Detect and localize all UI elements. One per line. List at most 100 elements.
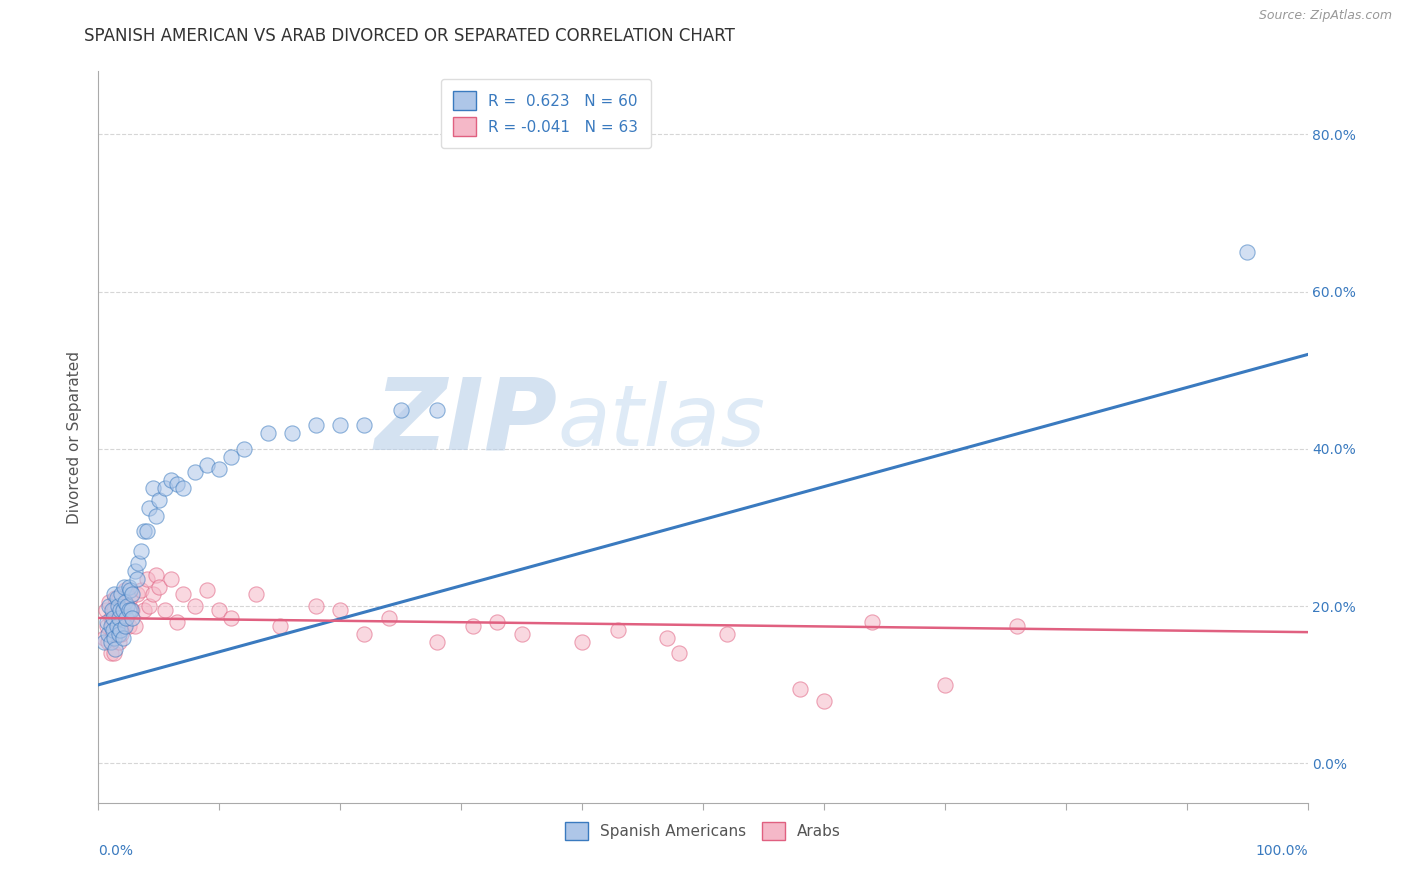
Point xyxy=(221,450,243,464)
Point xyxy=(103,603,125,617)
Point xyxy=(353,418,375,433)
Point xyxy=(100,646,122,660)
Point xyxy=(134,524,156,539)
Point xyxy=(135,524,157,539)
Point xyxy=(135,572,157,586)
Point xyxy=(103,646,125,660)
Point xyxy=(281,426,304,441)
Point xyxy=(172,481,194,495)
Point xyxy=(105,619,128,633)
Point xyxy=(94,603,117,617)
Point xyxy=(108,634,131,648)
Point xyxy=(108,611,131,625)
Point xyxy=(115,611,138,625)
Point xyxy=(172,587,194,601)
Point xyxy=(117,599,139,614)
Point xyxy=(389,402,412,417)
Point xyxy=(221,611,243,625)
Point xyxy=(426,402,449,417)
Point xyxy=(245,587,267,601)
Point xyxy=(97,634,120,648)
Point xyxy=(98,599,121,614)
Text: 100.0%: 100.0% xyxy=(1256,845,1308,858)
Point xyxy=(114,619,136,633)
Point xyxy=(269,619,291,633)
Point xyxy=(110,626,132,640)
Point xyxy=(100,634,122,648)
Point xyxy=(426,634,449,648)
Point xyxy=(934,678,956,692)
Point xyxy=(232,442,254,456)
Point xyxy=(105,591,128,606)
Point xyxy=(100,603,122,617)
Point xyxy=(121,611,143,625)
Point xyxy=(93,634,115,648)
Point xyxy=(208,603,231,617)
Point xyxy=(329,603,352,617)
Point xyxy=(118,591,141,606)
Point xyxy=(118,619,141,633)
Point xyxy=(118,603,141,617)
Point xyxy=(124,564,146,578)
Point xyxy=(108,607,131,621)
Point xyxy=(129,544,152,558)
Text: ZIP: ZIP xyxy=(375,374,558,471)
Point xyxy=(1007,619,1029,633)
Point xyxy=(486,615,509,629)
Point xyxy=(120,603,142,617)
Point xyxy=(111,603,134,617)
Point xyxy=(100,619,122,633)
Point xyxy=(124,619,146,633)
Point xyxy=(208,461,231,475)
Point xyxy=(463,619,485,633)
Point xyxy=(510,626,533,640)
Point xyxy=(104,591,127,606)
Point xyxy=(127,587,149,601)
Point xyxy=(153,603,176,617)
Point xyxy=(305,599,328,614)
Point xyxy=(329,418,352,433)
Point xyxy=(114,583,136,598)
Point xyxy=(134,603,156,617)
Point xyxy=(111,599,134,614)
Point xyxy=(103,631,125,645)
Point xyxy=(195,583,218,598)
Point xyxy=(860,615,883,629)
Point xyxy=(96,619,118,633)
Point xyxy=(101,626,124,640)
Point xyxy=(256,426,278,441)
Point xyxy=(668,646,690,660)
Point xyxy=(118,583,141,598)
Point xyxy=(789,681,811,696)
Point xyxy=(107,611,129,625)
Point xyxy=(101,623,124,637)
Point xyxy=(118,580,141,594)
Point xyxy=(98,595,121,609)
Point xyxy=(108,623,131,637)
Point xyxy=(184,599,207,614)
Point xyxy=(148,493,170,508)
Point xyxy=(117,599,139,614)
Point xyxy=(148,580,170,594)
Text: 0.0%: 0.0% xyxy=(98,845,134,858)
Point xyxy=(377,611,399,625)
Point xyxy=(153,481,176,495)
Point xyxy=(100,611,122,625)
Point xyxy=(110,587,132,601)
Point xyxy=(305,418,328,433)
Point xyxy=(142,481,165,495)
Point xyxy=(112,619,135,633)
Point xyxy=(105,619,128,633)
Text: SPANISH AMERICAN VS ARAB DIVORCED OR SEPARATED CORRELATION CHART: SPANISH AMERICAN VS ARAB DIVORCED OR SEP… xyxy=(84,27,735,45)
Point xyxy=(166,615,188,629)
Text: atlas: atlas xyxy=(558,381,766,464)
Point xyxy=(145,508,167,523)
Legend: Spanish Americans, Arabs: Spanish Americans, Arabs xyxy=(560,815,846,847)
Point xyxy=(145,567,167,582)
Point xyxy=(1236,245,1258,260)
Point xyxy=(97,626,120,640)
Point xyxy=(107,599,129,614)
Point xyxy=(129,583,152,598)
Point xyxy=(96,615,118,629)
Point xyxy=(127,556,149,570)
